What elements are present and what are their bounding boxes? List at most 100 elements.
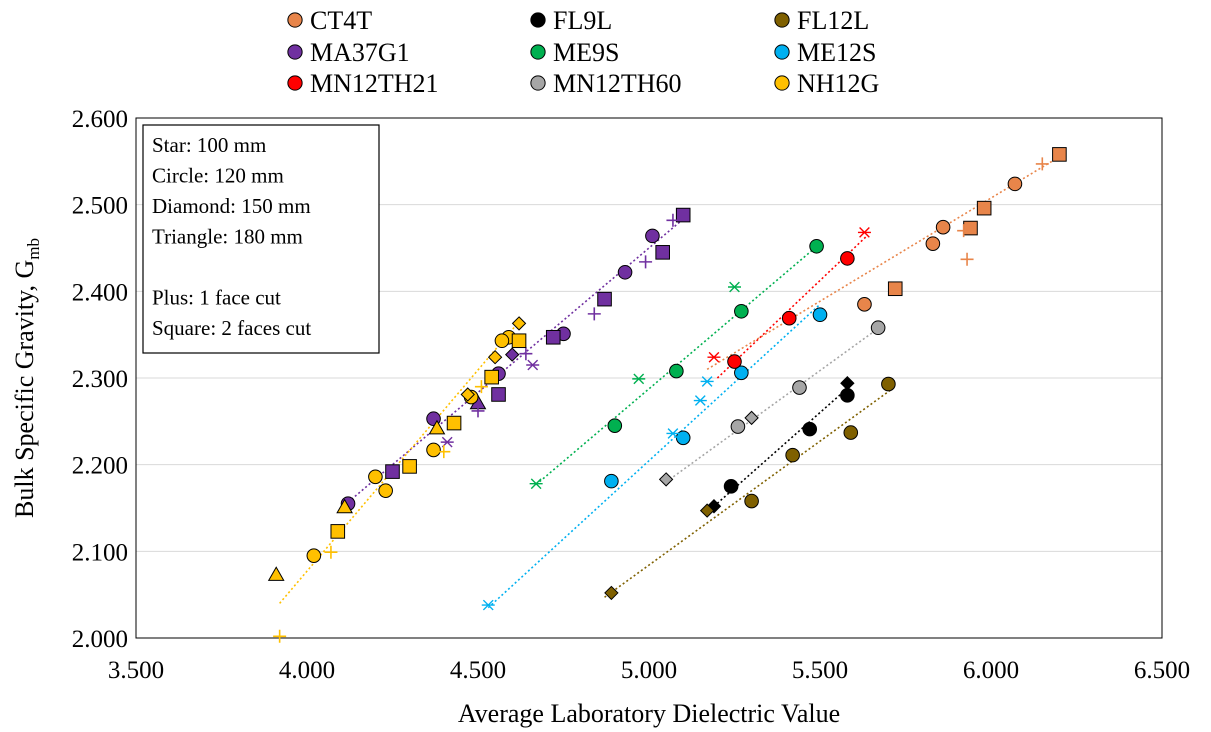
circle-marker [723, 479, 739, 494]
square-marker [446, 415, 462, 431]
square-marker [511, 333, 527, 349]
circle-marker [368, 469, 383, 485]
circle-marker [925, 236, 941, 251]
diamond-marker [504, 347, 520, 362]
tick-labels: 2.000 2.100 2.200 2.300 2.400 2.500 2.600 3.500… [72, 106, 1190, 684]
square-marker [887, 281, 903, 297]
square-marker [385, 464, 400, 479]
trendline [487, 303, 821, 609]
x-tick-label: 6.500 [1134, 657, 1190, 684]
square-marker [675, 207, 691, 223]
square-marker [655, 245, 670, 260]
circle-marker [774, 44, 790, 60]
square-marker [484, 369, 499, 385]
legend: CT4T FL9L FL12L MA37G1 ME9S ME12S MN12TH21 MN12… [287, 6, 879, 98]
data-markers [267, 147, 1067, 643]
triangle-marker [336, 498, 353, 514]
star-marker [526, 359, 540, 371]
circle-marker [802, 421, 818, 437]
plus-marker [957, 224, 971, 238]
star-marker [632, 373, 646, 385]
note-line: Diamond: 150 mm [152, 194, 311, 218]
y-tick-label: 2.100 [72, 539, 128, 566]
circle-marker [306, 548, 322, 563]
circle-marker [840, 251, 855, 266]
legend-item: MA37G1 [287, 38, 410, 67]
plus-marker [437, 445, 451, 459]
circle-marker [857, 297, 872, 312]
x-tick-label: 4.000 [279, 657, 335, 684]
plus-marker [666, 213, 680, 227]
legend-label: MN12TH60 [553, 69, 682, 98]
star-marker [481, 599, 495, 611]
diamond-marker [460, 387, 475, 402]
x-axis-label: Average Laboratory Dielectric Value [458, 699, 840, 728]
legend-item: MN12TH60 [530, 69, 682, 98]
diamond-marker [487, 349, 503, 365]
circle-marker [774, 75, 790, 91]
circle-marker [809, 238, 824, 254]
trendline [665, 325, 883, 483]
x-tick-label: 3.500 [108, 657, 164, 684]
trendline [604, 386, 896, 598]
circle-marker [840, 388, 855, 403]
plus-marker [273, 629, 287, 643]
diamond-marker [511, 316, 527, 331]
x-tick-label: 5.000 [621, 657, 677, 684]
y-axis-label: Bulk Specific Gravity, Gmb [10, 238, 43, 518]
star-marker [857, 227, 871, 238]
circle-marker [494, 333, 510, 349]
y-axis-label-subscript: mb [24, 238, 43, 260]
circle-marker [426, 442, 441, 458]
plus-marker [639, 255, 653, 269]
note-line: Star: 100 mm [152, 133, 266, 157]
legend-label: ME9S [553, 38, 619, 67]
circle-marker [870, 320, 886, 336]
circle-marker [530, 75, 546, 91]
circle-marker [530, 44, 546, 60]
legend-label: ME12S [797, 38, 876, 67]
square-marker [402, 459, 417, 474]
y-tick-label: 2.200 [72, 453, 128, 480]
y-tick-label: 2.000 [72, 626, 128, 653]
legend-label: MN12TH21 [310, 69, 439, 98]
circle-marker [287, 44, 303, 60]
y-tick-label: 2.600 [72, 106, 128, 133]
y-tick-label: 2.400 [72, 279, 128, 306]
star-marker [700, 376, 714, 387]
square-marker [330, 524, 346, 539]
diamond-marker [840, 375, 855, 391]
legend-label: CT4T [310, 6, 372, 35]
star-marker [440, 436, 454, 448]
circle-marker [530, 12, 546, 28]
circle-marker [881, 376, 896, 392]
diamond-marker [699, 503, 715, 518]
legend-item: NH12G [774, 69, 879, 98]
legend-item: FL12L [774, 6, 869, 35]
x-tick-label: 6.000 [963, 657, 1019, 684]
circle-marker [617, 264, 633, 280]
star-marker [693, 395, 707, 406]
y-tick-label: 2.500 [72, 193, 128, 220]
legend-item: CT4T [287, 6, 372, 35]
star-marker [728, 281, 741, 293]
plus-marker [471, 404, 485, 418]
plot-area-frame [135, 117, 1163, 639]
marker-shape-key-box: Star: 100 mm Circle: 120 mm Diamond: 150 m… [142, 124, 380, 354]
note-line: Square: 2 faces cut [152, 316, 311, 340]
circle-marker [287, 12, 303, 28]
trendline [279, 321, 520, 604]
note-line: Plus: 1 face cut [152, 286, 281, 310]
circle-marker [744, 493, 759, 509]
circle-marker [843, 425, 859, 440]
diamond-marker [604, 585, 619, 601]
plus-marker [519, 347, 533, 361]
diamond-marker [744, 410, 759, 426]
circle-marker [287, 75, 303, 91]
circle-marker [781, 310, 797, 326]
triangle-marker [428, 419, 446, 435]
y-tick-label: 2.300 [72, 366, 128, 393]
circle-marker [774, 12, 790, 28]
legend-label: MA37G1 [310, 38, 410, 67]
